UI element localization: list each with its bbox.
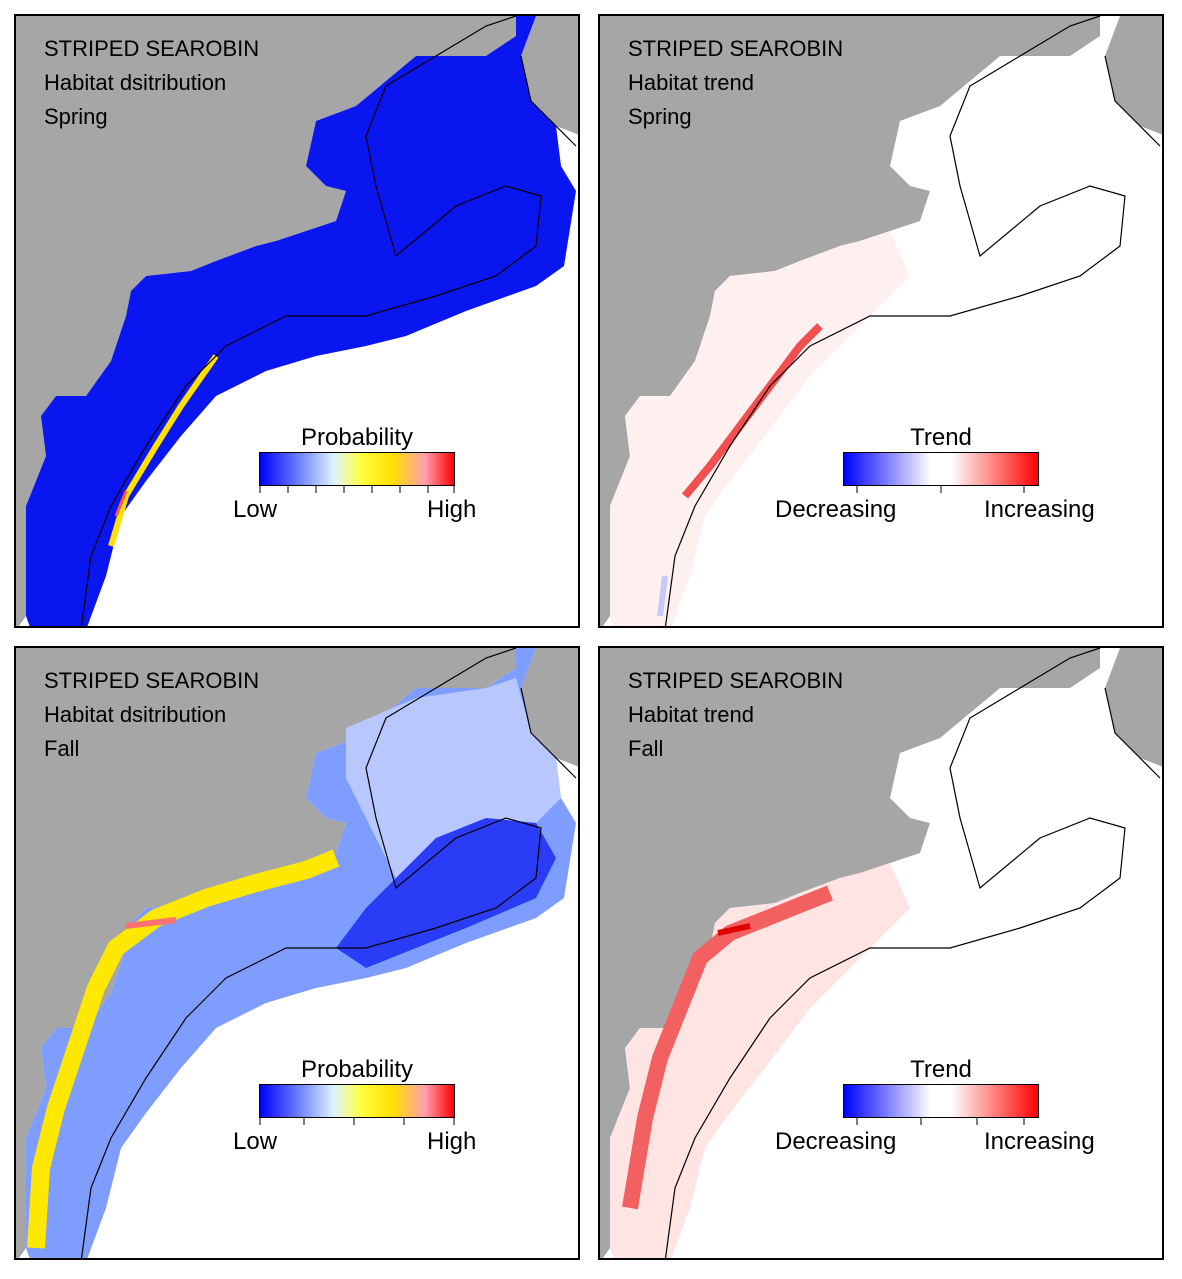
- metric-label: Habitat trend: [628, 702, 754, 727]
- habitat-field-gulf: [346, 678, 561, 878]
- legend-low-label: Low: [233, 496, 278, 523]
- land-mass: [600, 648, 1162, 1258]
- strong-increase-patch: [717, 923, 751, 936]
- depth-contour-inner: [520, 55, 577, 147]
- panel-title-block: STRIPED SEAROBIN Habitat trend Fall: [628, 664, 843, 766]
- habitat-field-bank: [336, 818, 556, 968]
- depth-contour: [80, 648, 542, 1258]
- species-label: STRIPED SEAROBIN: [628, 668, 844, 693]
- map-canvas: [600, 648, 1162, 1258]
- legend-ticks: [259, 485, 455, 493]
- legend-color-bar: [259, 1084, 455, 1118]
- trend-field-light: [610, 231, 910, 626]
- legend-title: Trend: [910, 424, 972, 451]
- map-panel-fall-trend: STRIPED SEAROBIN Habitat trend Fall Tren…: [598, 646, 1164, 1260]
- map-canvas: [16, 648, 578, 1258]
- legend-title: Trend: [910, 1056, 972, 1083]
- high-probability-patch: [125, 917, 177, 929]
- land-mass: [16, 648, 578, 1258]
- depth-contour-inner: [1104, 687, 1161, 779]
- legend-low-label: Decreasing: [775, 496, 897, 523]
- season-label: Fall: [628, 736, 664, 761]
- legend-ticks: [856, 1117, 1025, 1125]
- metric-label: Habitat dsitribution: [44, 70, 227, 95]
- metric-label: Habitat dsitribution: [44, 702, 227, 727]
- habitat-field: [26, 16, 576, 626]
- legend-color-bar: [259, 452, 455, 486]
- depth-contour-inner: [1104, 55, 1161, 147]
- map-canvas: [16, 16, 578, 626]
- legend-color-bar: [843, 452, 1039, 486]
- species-label: STRIPED SEAROBIN: [44, 668, 260, 693]
- legend-high-label: Increasing: [984, 496, 1095, 523]
- high-probability-core: [114, 490, 128, 517]
- increasing-trend-streak: [681, 323, 823, 499]
- season-label: Spring: [628, 104, 692, 129]
- panel-title-block: STRIPED SEAROBIN Habitat dsitribution Fa…: [44, 664, 259, 766]
- legend-title: Probability: [300, 424, 414, 451]
- increasing-trend-band: [622, 885, 833, 1210]
- decreasing-trend-patch: [657, 575, 668, 617]
- legend-low-label: Decreasing: [775, 1128, 897, 1155]
- depth-contour-inner: [520, 687, 577, 779]
- trend-field-light: [610, 863, 910, 1258]
- high-probability-streak: [108, 354, 219, 547]
- legend-high-label: Increasing: [984, 1128, 1095, 1155]
- panel-title-block: STRIPED SEAROBIN Habitat dsitribution Sp…: [44, 32, 259, 134]
- legend-high-label: High: [427, 496, 477, 523]
- map-panel-spring-trend: STRIPED SEAROBIN Habitat trend Spring Tr…: [598, 14, 1164, 628]
- species-label: STRIPED SEAROBIN: [44, 36, 260, 61]
- metric-label: Habitat trend: [628, 70, 754, 95]
- species-label: STRIPED SEAROBIN: [628, 36, 844, 61]
- high-probability-coastal-band: [27, 849, 340, 1249]
- season-label: Fall: [44, 736, 80, 761]
- legend-title: Probability: [300, 1056, 414, 1083]
- legend-ticks: [259, 1117, 455, 1125]
- panel-title-block: STRIPED SEAROBIN Habitat trend Spring: [628, 32, 843, 134]
- land-mass: [16, 16, 578, 626]
- map-panel-fall-distribution: STRIPED SEAROBIN Habitat dsitribution Fa…: [14, 646, 580, 1260]
- legend-high-label: High: [427, 1128, 477, 1155]
- map-panel-spring-distribution: STRIPED SEAROBIN Habitat dsitribution Sp…: [14, 14, 580, 628]
- legend-low-label: Low: [233, 1128, 278, 1155]
- depth-contour: [664, 16, 1126, 626]
- depth-contour: [664, 648, 1126, 1258]
- depth-contour: [80, 16, 542, 626]
- map-canvas: [600, 16, 1162, 626]
- season-label: Spring: [44, 104, 108, 129]
- legend-color-bar: [843, 1084, 1039, 1118]
- legend-ticks: [856, 485, 1025, 493]
- land-mass: [600, 16, 1162, 626]
